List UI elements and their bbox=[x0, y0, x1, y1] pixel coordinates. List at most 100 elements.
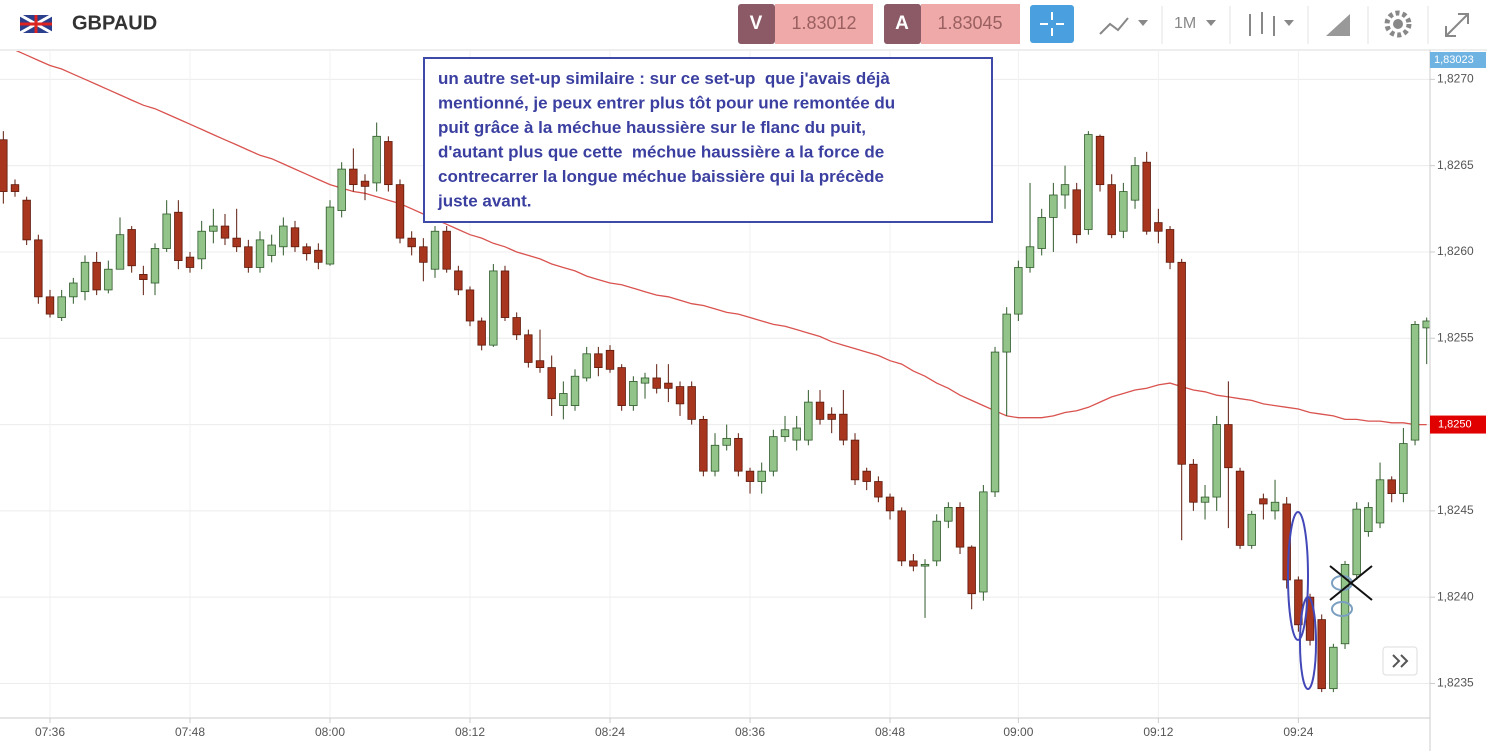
candle-body bbox=[699, 418, 708, 472]
candle-body bbox=[57, 296, 66, 318]
symbol: GBPAUD bbox=[72, 12, 157, 34]
candle-body bbox=[197, 230, 206, 260]
candle-body bbox=[232, 237, 241, 248]
candle-body bbox=[1130, 165, 1140, 201]
candle-body bbox=[314, 249, 323, 263]
candle-body bbox=[815, 401, 825, 420]
plot-area bbox=[0, 51, 1430, 718]
candle-body bbox=[325, 206, 335, 265]
y-tick-label: 1,8245 bbox=[1437, 503, 1474, 517]
candle-body bbox=[45, 296, 55, 315]
small-ellipse bbox=[1331, 601, 1353, 617]
candle-body bbox=[1002, 313, 1011, 353]
candle-body bbox=[617, 367, 626, 406]
x-tick-label: 08:12 bbox=[455, 725, 485, 739]
candle-body bbox=[185, 256, 195, 268]
candle-body bbox=[372, 135, 381, 184]
candle-body bbox=[115, 234, 125, 270]
candle-body bbox=[1270, 501, 1280, 512]
candle-body bbox=[127, 229, 136, 267]
header: GBPAUD V 1.83012 A 1.83045 1M bbox=[0, 4, 1487, 51]
candle-body bbox=[139, 273, 148, 280]
sell-price: 1.83012 bbox=[791, 13, 856, 33]
candle-body bbox=[979, 491, 988, 593]
annotation-line: mentionné, je peux entrer plus tôt pour … bbox=[438, 94, 895, 113]
candle-body bbox=[1154, 222, 1163, 232]
candle-body bbox=[1387, 479, 1396, 495]
candle-body bbox=[1352, 508, 1361, 576]
dropdown[interactable] bbox=[1138, 20, 1148, 26]
candle-body bbox=[1119, 191, 1128, 232]
candle-body bbox=[804, 401, 813, 441]
candle-body bbox=[489, 270, 498, 346]
highlight-ellipse bbox=[1287, 511, 1309, 641]
annotation: un autre set-up similaire : sur ce set-u… bbox=[437, 69, 895, 211]
dropdown[interactable] bbox=[1206, 20, 1216, 26]
candle-body bbox=[944, 507, 953, 522]
x-tick-label: 07:48 bbox=[175, 725, 205, 739]
candle-body bbox=[862, 470, 871, 482]
annotation-line: puit grâce à la méchue haussière sur le … bbox=[438, 118, 866, 137]
x-tick-label: 09:00 bbox=[1003, 725, 1033, 739]
candle-body bbox=[990, 351, 1000, 493]
candle-body bbox=[465, 289, 475, 322]
indicator-icon[interactable] bbox=[1249, 12, 1275, 36]
y-tick-label: 1,8265 bbox=[1437, 158, 1474, 172]
candle-body bbox=[1224, 424, 1233, 469]
candle-body bbox=[710, 444, 720, 472]
chart-type-icon[interactable] bbox=[1099, 17, 1129, 35]
candle-body bbox=[1235, 470, 1245, 546]
y-tick-label: 1,8270 bbox=[1437, 72, 1474, 86]
candle-body bbox=[967, 546, 976, 595]
candle-body bbox=[780, 429, 790, 438]
candle-body bbox=[34, 239, 43, 298]
candle-body bbox=[1014, 267, 1023, 315]
cross-mark bbox=[1329, 565, 1373, 601]
candle-body bbox=[150, 248, 160, 284]
candle-body bbox=[524, 334, 533, 363]
candle-body bbox=[594, 353, 603, 369]
x-tick-label: 08:36 bbox=[735, 725, 765, 739]
candle-body bbox=[174, 211, 183, 261]
candle-body bbox=[839, 413, 848, 441]
candle-body bbox=[92, 261, 101, 291]
candle-body bbox=[430, 230, 440, 270]
candle-body bbox=[629, 381, 638, 406]
buy-price-box[interactable] bbox=[921, 4, 1020, 44]
candle-body bbox=[1025, 246, 1035, 268]
last-price-label: 1,83023 bbox=[1434, 54, 1474, 66]
ma-price-label: 1,8250 bbox=[1438, 418, 1472, 430]
buy-button[interactable] bbox=[884, 4, 921, 44]
draw-icon[interactable] bbox=[1326, 14, 1350, 36]
x-tick-label: 09:24 bbox=[1283, 725, 1313, 739]
candle-body bbox=[1375, 479, 1385, 524]
fullscreen-icon[interactable] bbox=[1445, 13, 1469, 37]
candle-body bbox=[1410, 324, 1420, 441]
crosshair-icon bbox=[1040, 12, 1064, 36]
sell-price-box[interactable] bbox=[775, 4, 873, 44]
x-tick-label: 09:12 bbox=[1143, 725, 1173, 739]
annotation-line: d'autant plus que cette méchue haussière… bbox=[438, 143, 884, 162]
buy-price: 1.83045 bbox=[937, 13, 1002, 33]
candle-body bbox=[69, 282, 78, 298]
ma-price-tag bbox=[1430, 415, 1486, 434]
candle-body bbox=[535, 360, 545, 369]
candle-body bbox=[104, 268, 113, 291]
sell-button[interactable] bbox=[738, 4, 775, 44]
candle-body bbox=[1399, 443, 1408, 495]
candle-body bbox=[1189, 463, 1198, 503]
candle-body bbox=[640, 377, 650, 384]
settings-icon[interactable] bbox=[1384, 10, 1412, 38]
candle-body bbox=[302, 246, 311, 255]
timeframe[interactable]: 1M bbox=[1174, 15, 1196, 32]
buy-label: A bbox=[895, 13, 909, 34]
candle-body bbox=[769, 436, 778, 472]
candle-body bbox=[10, 184, 20, 192]
candle-body bbox=[955, 507, 965, 548]
candle-body bbox=[874, 481, 883, 498]
flag-cross bbox=[20, 15, 52, 33]
annotation-line: juste avant. bbox=[437, 192, 532, 211]
crosshair-button[interactable] bbox=[1030, 5, 1074, 43]
dropdown[interactable] bbox=[1284, 20, 1294, 26]
candle-body bbox=[1259, 498, 1268, 505]
